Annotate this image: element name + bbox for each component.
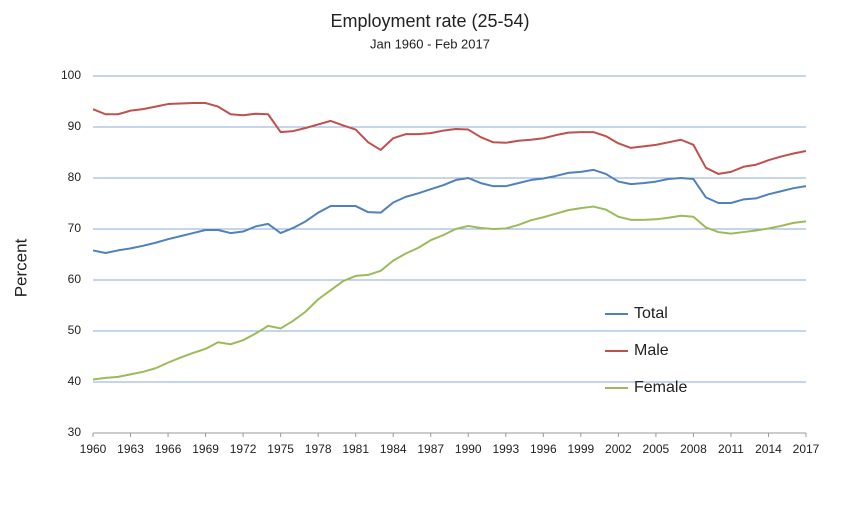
x-tick-label: 2008 — [680, 442, 707, 456]
x-tick-label: 1972 — [230, 442, 257, 456]
x-tick-label: 1984 — [380, 442, 407, 456]
x-tick-label: 1993 — [492, 442, 519, 456]
x-tick-label: 1987 — [417, 442, 444, 456]
data-line — [92, 205, 807, 381]
y-tick-label: 30 — [68, 425, 82, 439]
x-tick-label: 2017 — [793, 442, 820, 456]
y-tick-label: 100 — [61, 68, 81, 82]
x-tick-label: 1960 — [80, 442, 107, 456]
x-tick-label: 1996 — [530, 442, 557, 456]
x-tick-label: 1963 — [117, 442, 144, 456]
x-tick-label: 1990 — [455, 442, 482, 456]
data-line — [92, 168, 807, 254]
legend-label: Male — [634, 342, 669, 359]
x-tick-label: 1966 — [155, 442, 182, 456]
y-tick-label: 50 — [68, 323, 82, 337]
x-tick-label: 1981 — [342, 442, 369, 456]
legend-label: Female — [634, 379, 687, 396]
legend-label: Total — [634, 305, 668, 322]
x-tick-label: 1975 — [267, 442, 294, 456]
y-tick-label: 70 — [68, 221, 82, 235]
chart-subtitle: Jan 1960 - Feb 2017 — [370, 36, 490, 51]
x-tick-label: 2014 — [755, 442, 782, 456]
y-tick-label: 90 — [68, 119, 82, 133]
y-tick-label: 60 — [68, 272, 82, 286]
y-axis-label: Percent — [11, 238, 30, 297]
x-tick-label: 1969 — [192, 442, 219, 456]
data-line — [92, 102, 807, 175]
x-tick-label: 1999 — [567, 442, 594, 456]
x-tick-label: 2005 — [643, 442, 670, 456]
y-tick-label: 80 — [68, 170, 82, 184]
y-tick-label: 40 — [68, 374, 82, 388]
x-tick-label: 1978 — [305, 442, 332, 456]
chart-title: Employment rate (25-54) — [330, 11, 529, 31]
x-tick-label: 2011 — [718, 442, 744, 456]
x-tick-label: 2002 — [605, 442, 632, 456]
